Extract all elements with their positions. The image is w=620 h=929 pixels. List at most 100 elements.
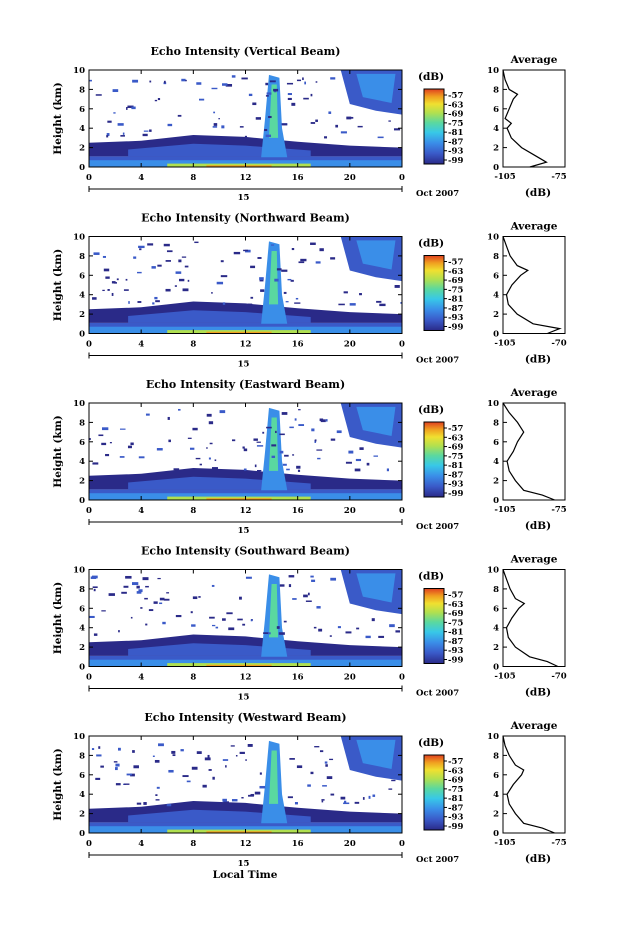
colorbar-tick-label: -99 xyxy=(448,822,463,832)
scatter-echo xyxy=(187,279,190,282)
scatter-echo xyxy=(138,456,145,459)
scatter-echo xyxy=(181,78,186,82)
scatter-echo xyxy=(111,292,114,296)
scatter-echo xyxy=(287,97,292,101)
panel-title: Echo Intensity (Vertical Beam) xyxy=(150,45,340,58)
colorbar-unit: (dB) xyxy=(418,404,444,416)
scatter-echo xyxy=(196,751,202,754)
scatter-echo xyxy=(329,758,334,761)
surface-layer-max xyxy=(206,831,272,833)
scatter-echo xyxy=(148,609,154,612)
scatter-echo xyxy=(243,468,247,471)
scatter-echo xyxy=(337,626,341,629)
scatter-echo xyxy=(186,780,191,783)
scatter-echo xyxy=(268,115,272,119)
scatter-echo xyxy=(239,751,245,754)
scatter-echo xyxy=(282,463,287,466)
average-y-tick-label: 8 xyxy=(493,418,499,428)
scatter-echo xyxy=(123,289,129,291)
scatter-echo xyxy=(248,93,253,97)
scatter-echo xyxy=(130,773,135,777)
scatter-echo xyxy=(111,281,116,284)
x-tick-label: 0 xyxy=(86,839,92,849)
colorbar-tick-label: -99 xyxy=(448,489,463,499)
scatter-echo xyxy=(319,750,324,753)
scatter-echo xyxy=(330,793,335,796)
average-y-tick-label: 8 xyxy=(493,751,499,761)
scatter-echo xyxy=(304,81,306,85)
panel-3: Echo Intensity (Eastward Beam) 0 2 4 6 8 10 0 4 8… xyxy=(52,378,567,536)
scatter-echo xyxy=(266,92,272,95)
y-tick-label: 6 xyxy=(79,604,85,614)
scatter-echo xyxy=(131,582,139,586)
scatter-echo xyxy=(296,79,302,82)
x-tick-label: 0 xyxy=(399,173,405,183)
panel-title: Echo Intensity (Northward Beam) xyxy=(141,212,350,225)
scatter-echo xyxy=(113,112,116,114)
colorbar-tick-label: -57 xyxy=(448,258,463,268)
scatter-echo xyxy=(153,601,158,604)
scatter-echo xyxy=(119,428,126,430)
scatter-echo xyxy=(149,129,152,132)
x-tick-label: 16 xyxy=(292,673,304,683)
scatter-echo xyxy=(101,442,107,446)
scatter-echo xyxy=(242,623,246,626)
scatter-echo xyxy=(279,433,285,436)
y-tick-label: 0 xyxy=(79,163,85,173)
scatter-echo xyxy=(202,784,207,788)
average-x-tick-label: -105 xyxy=(494,672,515,682)
scatter-echo xyxy=(330,77,336,80)
scatter-echo xyxy=(137,301,142,303)
scatter-echo xyxy=(133,765,139,769)
colorbar-tick-label: -63 xyxy=(448,766,463,776)
scatter-echo xyxy=(340,131,347,134)
scatter-echo xyxy=(324,761,328,764)
scatter-echo xyxy=(136,585,140,589)
colorbar xyxy=(423,754,445,831)
scatter-echo xyxy=(254,791,261,795)
scatter-echo xyxy=(138,245,145,249)
y-tick-label: 6 xyxy=(79,105,85,115)
average-profile-line xyxy=(502,569,559,668)
scatter-echo xyxy=(359,293,362,296)
scatter-echo xyxy=(89,437,91,441)
scatter-echo xyxy=(256,441,261,443)
average-y-tick-label: 8 xyxy=(493,85,499,95)
scatter-echo xyxy=(91,575,98,579)
scatter-echo xyxy=(247,303,253,307)
scatter-echo xyxy=(222,302,226,305)
scatter-echo xyxy=(214,459,217,462)
scatter-echo xyxy=(393,128,401,131)
scatter-echo xyxy=(206,413,212,417)
scatter-echo xyxy=(131,106,136,110)
scatter-echo xyxy=(287,796,293,799)
scatter-echo xyxy=(283,620,287,623)
panel-2: Echo Intensity (Northward Beam) 0 2 4 6 8 10 0 4… xyxy=(52,212,567,370)
scatter-echo xyxy=(157,577,161,580)
scatter-echo xyxy=(133,256,137,259)
x-tick-label: 4 xyxy=(138,340,144,350)
scatter-echo xyxy=(101,610,106,612)
x-tick-label: 0 xyxy=(86,506,92,516)
average-y-tick-label: 10 xyxy=(487,732,499,742)
scatter-echo xyxy=(213,111,216,114)
scatter-echo xyxy=(373,455,379,457)
scatter-echo xyxy=(303,97,309,100)
scatter-echo xyxy=(243,448,248,452)
average-y-tick-label: 10 xyxy=(487,233,499,243)
scatter-echo xyxy=(239,126,244,128)
scatter-echo xyxy=(204,757,211,761)
scatter-echo xyxy=(245,576,252,579)
average-y-tick-label: 6 xyxy=(493,604,499,614)
scatter-echo xyxy=(285,301,289,303)
scatter-echo xyxy=(151,266,156,269)
scatter-echo xyxy=(355,458,362,462)
y-tick-label: 4 xyxy=(79,291,85,301)
colorbar-tick-label: -81 xyxy=(448,628,463,638)
y-tick-label: 10 xyxy=(73,566,85,576)
scatter-echo xyxy=(175,271,182,274)
average-frame xyxy=(502,236,566,334)
scatter-echo xyxy=(313,626,317,629)
scatter-echo xyxy=(119,456,125,458)
scatter-echo xyxy=(217,635,223,638)
